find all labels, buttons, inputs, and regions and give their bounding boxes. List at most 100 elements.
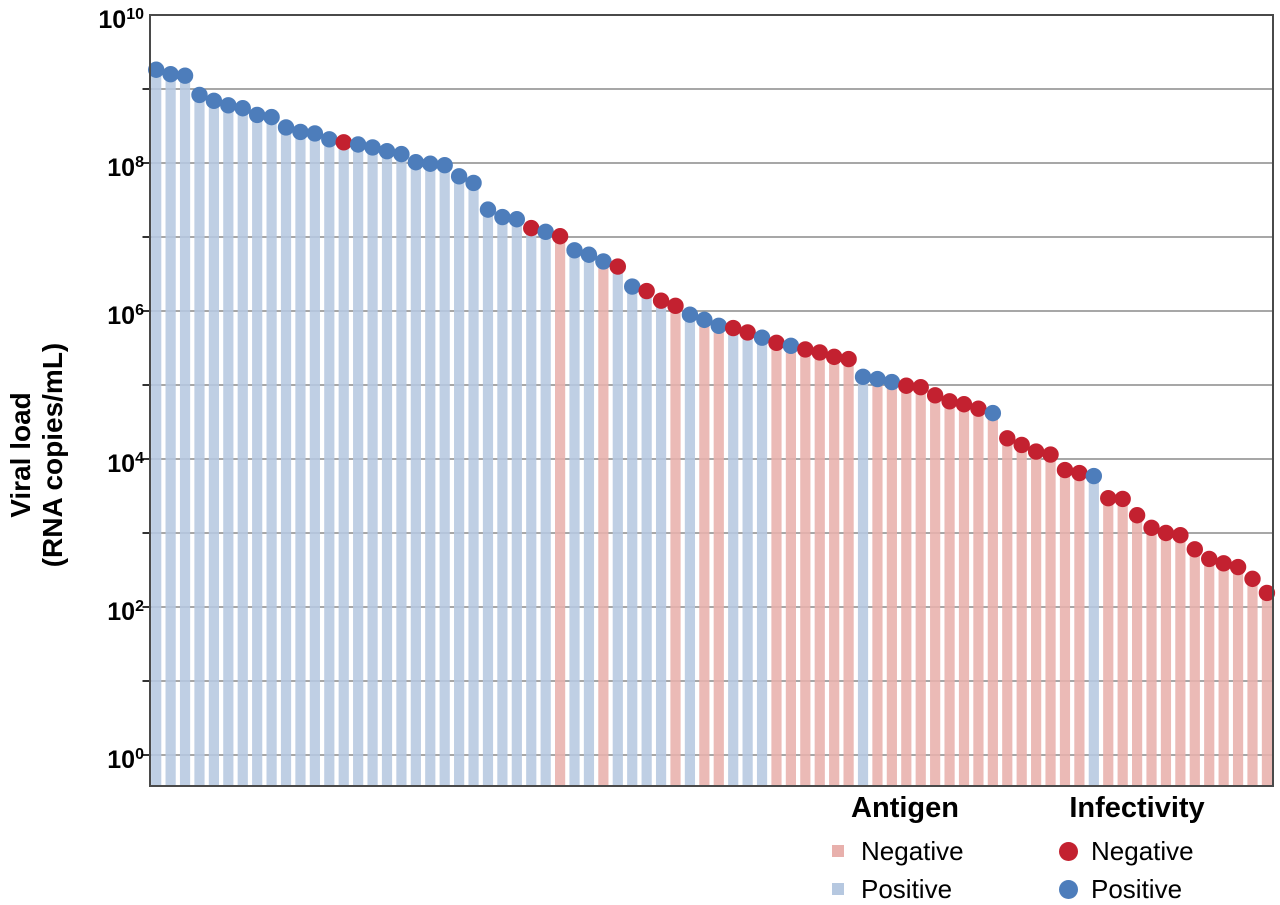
viral-load-bar [728,328,739,786]
y-axis-tick-label-1e6: 106 [107,302,144,330]
infectivity-dot [263,108,280,126]
infectivity-dot [422,155,439,172]
legend-antigen-positive-label: Positive [861,873,953,904]
infectivity-dot [1244,570,1261,588]
infectivity-dot [652,292,670,309]
infectivity-dot [148,61,165,78]
y-axis-ticks [142,88,150,756]
infectivity-dot [825,348,843,366]
viral-load-bar [266,117,277,787]
viral-load-bar [1146,527,1157,786]
viral-load-bar [381,151,393,786]
viral-load-bar [194,94,205,787]
viral-load-bar [179,75,191,787]
viral-load-bar [1175,535,1186,786]
viral-load-bar [1261,592,1273,786]
viral-load-bar [223,105,234,786]
infectivity-dot [609,258,626,275]
viral-load-bar [526,228,537,786]
infectivity-dot [696,311,713,329]
viral-load-bars [151,69,1273,787]
infectivity-dot [1100,490,1117,507]
legend-antigen-negative-label: Negative [861,835,964,866]
infectivity-dot [854,368,872,386]
viral-load-bar [280,127,292,787]
viral-load-bar [1132,515,1143,786]
infectivity-dot [465,174,482,192]
y-axis-tick-label-1e10: 1010 [98,6,144,34]
infectivity-dot [566,242,583,259]
infectivity-dot [1258,584,1276,602]
infectivity-dot [840,350,857,368]
infectivity-dot [551,228,569,245]
viral-load-bar [1002,438,1013,786]
viral-load-bar [713,325,724,786]
y-axis-title: Viral load (RNA copies/mL) [5,240,71,670]
viral-load-bar [482,209,494,786]
infectivity-dot [1215,555,1232,572]
viral-load-bar [829,356,840,786]
viral-load-bar [742,332,753,786]
viral-load-bar [1016,444,1027,786]
infectivity-dot [1114,490,1131,508]
viral-load-bar [468,182,479,787]
viral-load-bar [497,217,508,786]
infectivity-dot [1201,550,1218,568]
infectivity-dot [1085,467,1103,485]
infectivity-dot [667,297,684,315]
infectivity-dot [1056,461,1074,479]
infectivity-dot [869,370,886,388]
viral-load-bar [309,133,320,786]
viral-load-bar [598,261,609,786]
y-axis-title-line1: Viral load [5,392,36,518]
viral-load-bar [756,337,768,786]
infectivity-dot [926,387,944,404]
viral-load-bar [670,305,681,786]
infectivity-dot [364,139,381,156]
y-axis-tick-label-1e4: 104 [107,450,144,478]
infectivity-dot [883,373,901,391]
infectivity-dot [624,278,641,295]
infectivity-dot [494,208,511,226]
viral-load-bar [699,319,710,786]
infectivity-dots [148,61,1276,602]
infectivity-dot [205,92,223,110]
gridlines [150,88,1273,756]
infectivity-dot [378,142,396,160]
legend-antigen-title: Antigen [851,792,959,824]
viral-load-bar [1218,563,1229,786]
viral-load-bar [843,359,854,786]
infectivity-dot [393,145,410,163]
infectivity-dot [1042,446,1059,463]
viral-load-bar [151,69,162,786]
viral-load-bar [987,413,998,786]
infectivity-dot [595,253,612,270]
viral-load-bar [439,165,450,787]
viral-load-bar [944,401,955,786]
infectivity-dot [681,306,699,323]
legend-infectivity-negative: Negative [1058,836,1194,866]
viral-load-bar [396,154,407,786]
legend-infectivity-title: Infectivity [1069,792,1205,824]
viral-load-bar [583,254,595,786]
infectivity-dot [984,404,1002,422]
viral-load-bar [655,300,667,786]
viral-load-bar [814,352,825,786]
infectivity-dot [537,223,554,241]
infectivity-dot [1128,507,1146,524]
viral-load-bar [425,163,436,787]
viral-load-bar [1088,476,1099,786]
y-axis-tick-label-1e2: 102 [107,598,144,626]
viral-load-bar [857,376,869,786]
infectivity-dot [1027,443,1045,460]
viral-load-bar [901,385,912,786]
antigen-negative-swatch-icon [828,845,848,857]
infectivity-positive-dot-icon [1058,879,1078,899]
infectivity-dot [335,134,352,151]
infectivity-dot [941,393,958,410]
viral-load-bar [1045,454,1056,786]
antigen-positive-swatch-icon [828,883,848,895]
viral-load-bar [800,349,811,786]
viral-load-bar [1247,578,1258,786]
